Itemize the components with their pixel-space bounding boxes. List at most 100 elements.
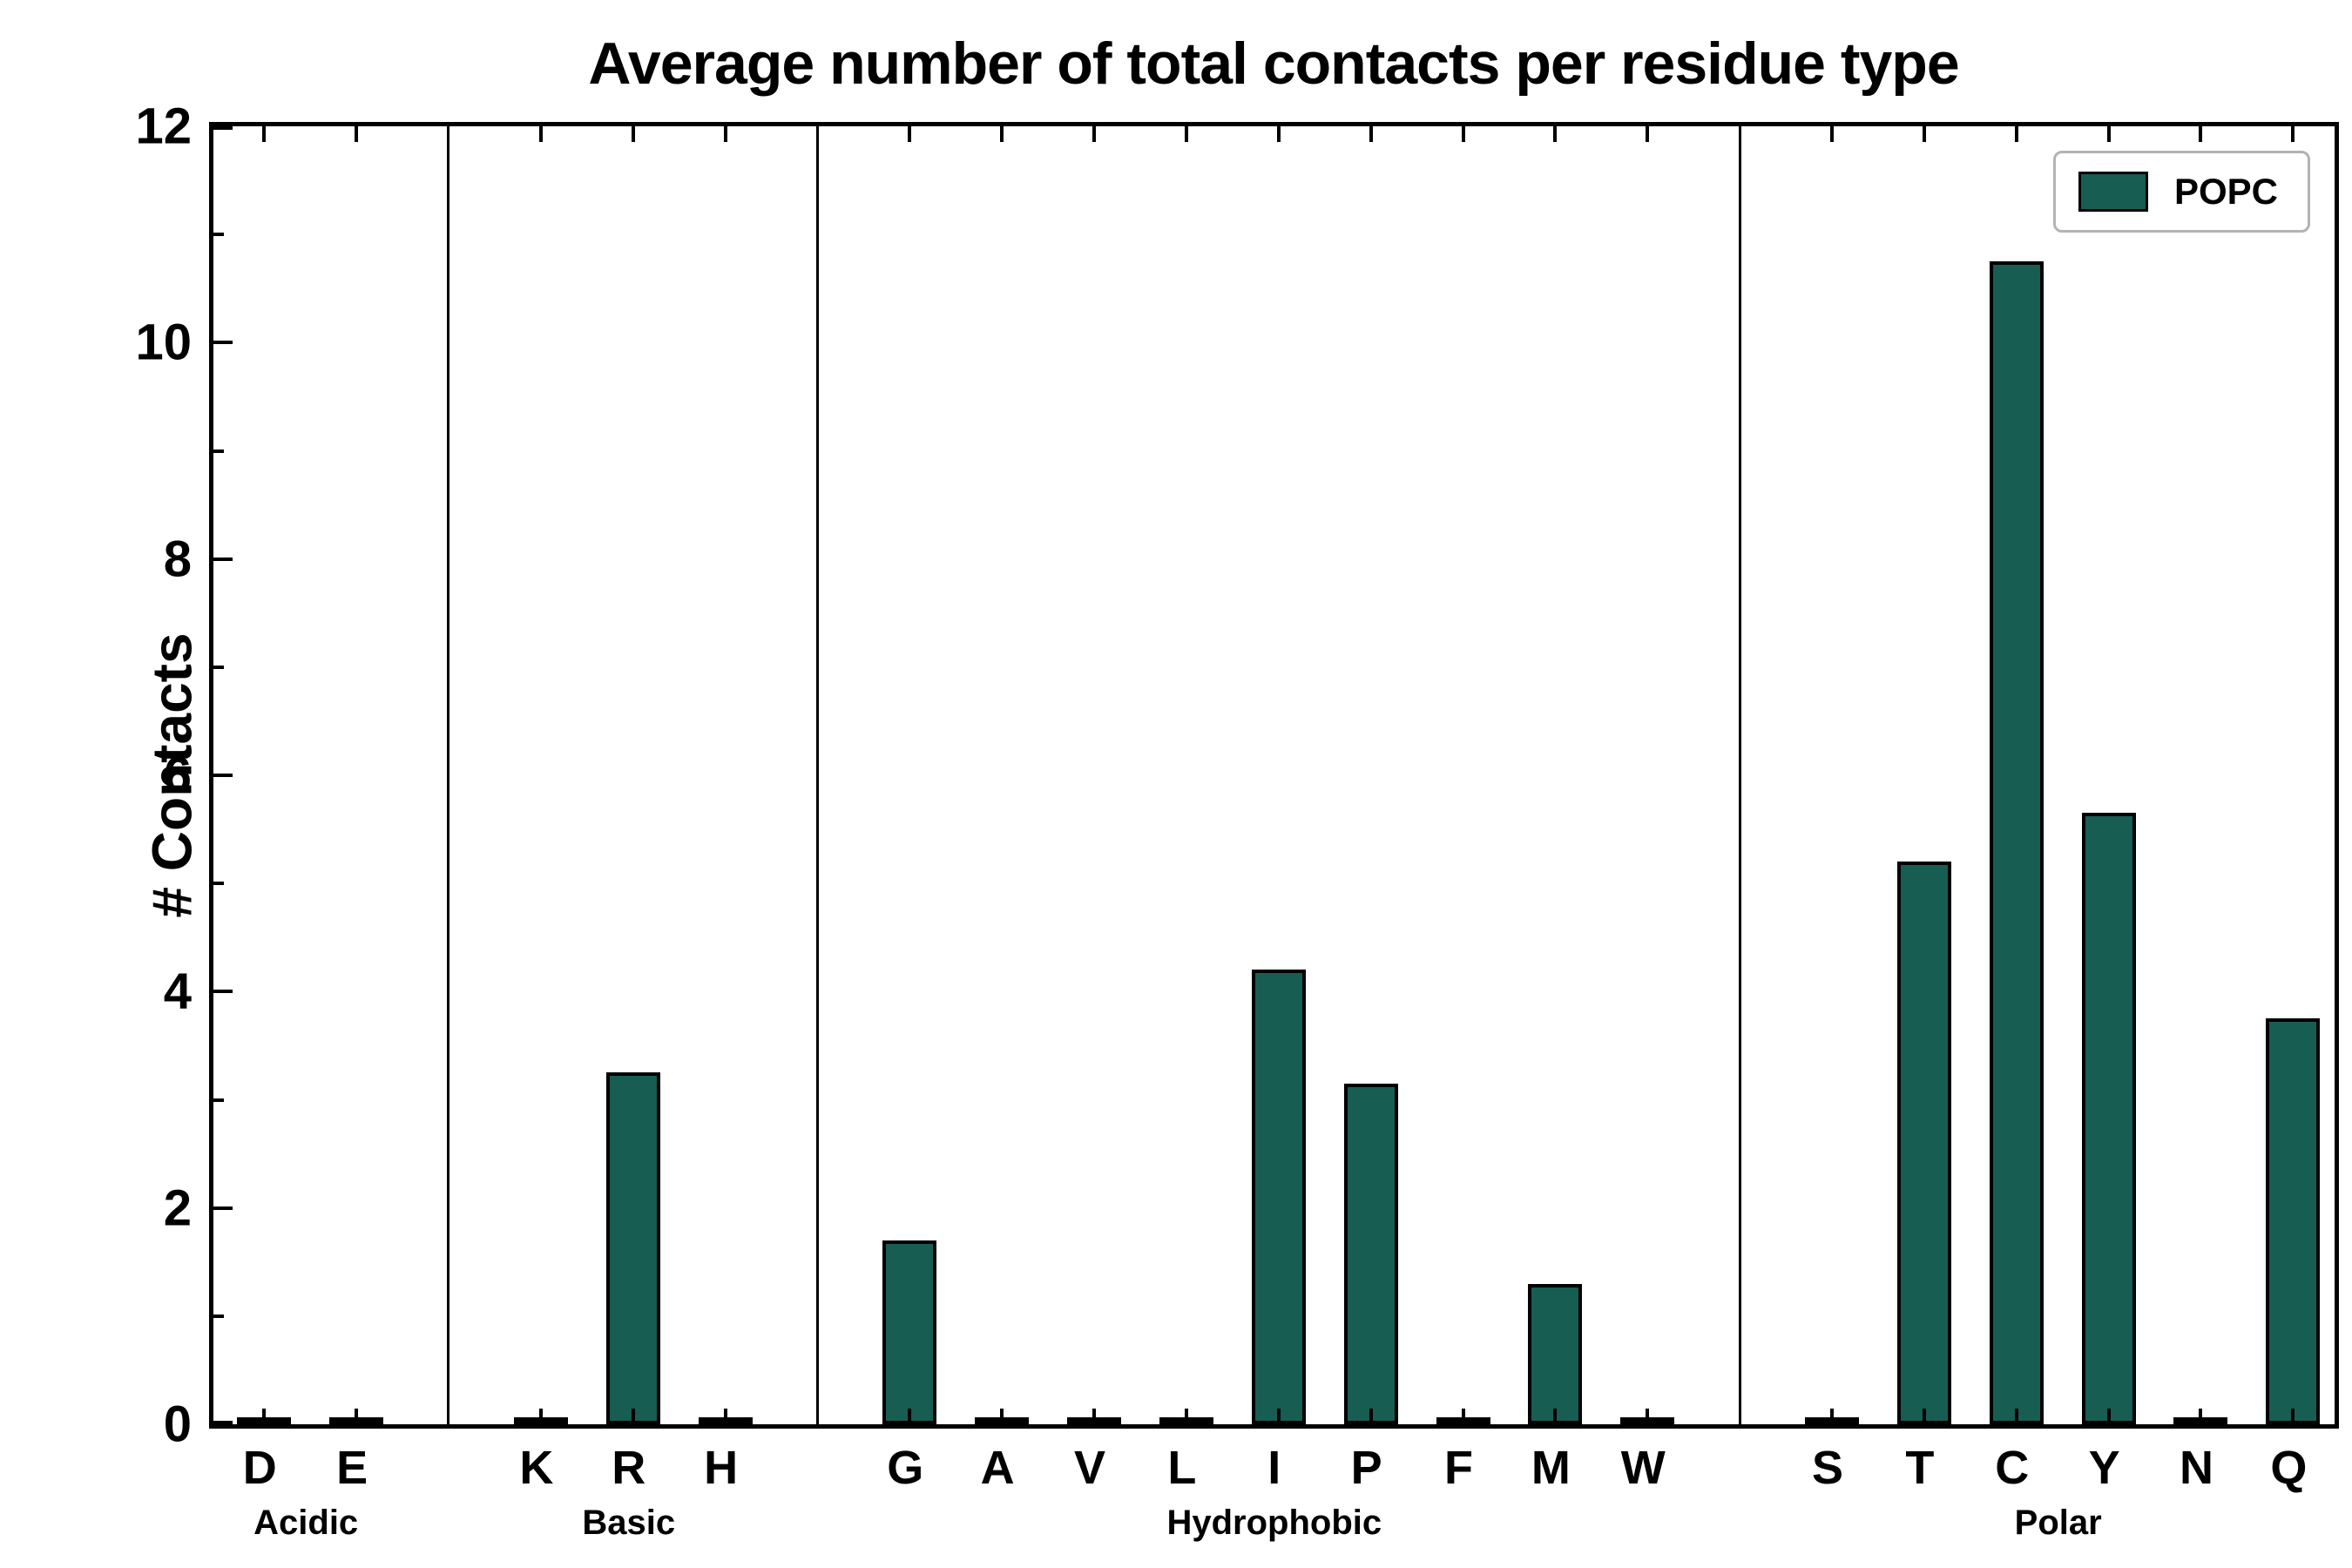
y-tick-label-6: 6 — [163, 747, 192, 804]
x-tick-mark — [1553, 126, 1558, 142]
x-tick-mark — [1000, 126, 1004, 142]
x-tick-mark — [2291, 1409, 2295, 1424]
x-tick-label-m: M — [1531, 1442, 1571, 1494]
x-tick-mark — [1922, 1409, 1926, 1424]
x-tick-label-s: S — [1811, 1442, 1844, 1494]
x-tick-mark — [1000, 1409, 1004, 1424]
y-tick-mark — [213, 774, 233, 777]
bar-m — [1528, 1284, 1583, 1424]
x-tick-mark — [262, 1409, 267, 1424]
x-tick-mark — [723, 1409, 727, 1424]
y-minor-tick-mark — [213, 1098, 224, 1102]
bar-c — [1989, 261, 2044, 1424]
x-tick-label-l: L — [1167, 1442, 1197, 1494]
x-tick-mark — [1092, 1409, 1097, 1424]
bar-g — [882, 1240, 937, 1424]
x-tick-mark — [1830, 126, 1834, 142]
x-tick-mark — [262, 126, 267, 142]
x-tick-label-i: I — [1267, 1442, 1281, 1494]
y-tick-mark — [213, 1421, 233, 1424]
x-tick-mark — [2199, 126, 2203, 142]
y-minor-tick-mark — [213, 1314, 224, 1318]
x-tick-mark — [355, 126, 359, 142]
x-tick-mark — [1369, 126, 1373, 142]
bar-p — [1343, 1084, 1398, 1424]
x-tick-mark — [908, 1409, 912, 1424]
y-tick-label-2: 2 — [163, 1179, 192, 1237]
bar-y — [2081, 813, 2136, 1424]
y-tick-label-0: 0 — [163, 1396, 192, 1453]
group-divider — [1738, 126, 1741, 1424]
x-tick-mark — [1646, 126, 1650, 142]
x-tick-mark — [631, 126, 635, 142]
x-tick-label-h: H — [704, 1442, 739, 1494]
y-tick-mark — [213, 990, 233, 994]
x-tick-label-e: E — [336, 1442, 368, 1494]
x-tick-mark — [538, 1409, 543, 1424]
group-label-acidic: Acidic — [253, 1504, 359, 1542]
x-tick-label-c: C — [1995, 1442, 2030, 1494]
x-tick-label-t: T — [1905, 1442, 1935, 1494]
x-tick-mark — [1646, 1409, 1650, 1424]
y-minor-tick-mark — [213, 665, 224, 669]
bar-q — [2266, 1018, 2321, 1424]
x-tick-mark — [2106, 126, 2111, 142]
x-tick-mark — [1553, 1409, 1558, 1424]
x-tick-label-d: D — [242, 1442, 277, 1494]
x-tick-mark — [538, 126, 543, 142]
x-tick-label-r: R — [612, 1442, 646, 1494]
x-tick-label-k: K — [519, 1442, 554, 1494]
x-tick-label-w: W — [1620, 1442, 1666, 1494]
x-tick-mark — [1276, 126, 1281, 142]
x-tick-mark — [2106, 1409, 2111, 1424]
x-tick-label-g: G — [887, 1442, 924, 1494]
x-tick-label-q: Q — [2270, 1442, 2308, 1494]
y-tick-label-12: 12 — [135, 98, 192, 155]
x-tick-mark — [723, 126, 727, 142]
bar-i — [1251, 970, 1306, 1424]
y-tick-mark — [213, 1206, 233, 1210]
plot-area: POPC — [209, 122, 2339, 1429]
bar-r — [605, 1072, 660, 1424]
legend: POPC — [2052, 151, 2310, 233]
x-tick-label-n: N — [2179, 1442, 2213, 1494]
y-minor-tick-mark — [213, 882, 224, 886]
x-tick-mark — [1092, 126, 1097, 142]
y-tick-mark — [213, 126, 233, 130]
x-tick-label-f: F — [1444, 1442, 1474, 1494]
x-tick-mark — [631, 1409, 635, 1424]
y-tick-mark — [213, 557, 233, 561]
x-tick-mark — [1184, 126, 1188, 142]
group-label-hydrophobic: Hydrophobic — [1166, 1504, 1382, 1542]
y-tick-mark — [213, 341, 233, 345]
group-label-basic: Basic — [582, 1504, 676, 1542]
y-minor-tick-mark — [213, 449, 224, 453]
x-tick-mark — [1276, 1409, 1281, 1424]
y-tick-label-4: 4 — [163, 963, 192, 1020]
group-divider — [447, 126, 450, 1424]
x-tick-mark — [1369, 1409, 1373, 1424]
x-tick-mark — [2014, 126, 2018, 142]
x-tick-mark — [1461, 126, 1465, 142]
x-tick-label-y: Y — [2088, 1442, 2120, 1494]
x-tick-mark — [908, 126, 912, 142]
x-tick-label-a: A — [980, 1442, 1015, 1494]
y-tick-label-8: 8 — [163, 531, 192, 588]
x-tick-label-v: V — [1074, 1442, 1106, 1494]
x-tick-mark — [2291, 126, 2295, 142]
legend-label: POPC — [2173, 171, 2278, 212]
y-tick-label-10: 10 — [135, 314, 192, 371]
group-divider — [815, 126, 819, 1424]
chart-title: Average number of total contacts per res… — [588, 30, 1959, 97]
x-tick-mark — [1184, 1409, 1188, 1424]
group-label-polar: Polar — [2014, 1504, 2102, 1542]
y-minor-tick-mark — [213, 233, 224, 237]
x-tick-mark — [1830, 1409, 1834, 1424]
x-tick-mark — [355, 1409, 359, 1424]
x-tick-mark — [1461, 1409, 1465, 1424]
x-tick-mark — [2014, 1409, 2018, 1424]
x-tick-mark — [1922, 126, 1926, 142]
x-tick-label-p: P — [1350, 1442, 1382, 1494]
x-tick-mark — [2199, 1409, 2203, 1424]
